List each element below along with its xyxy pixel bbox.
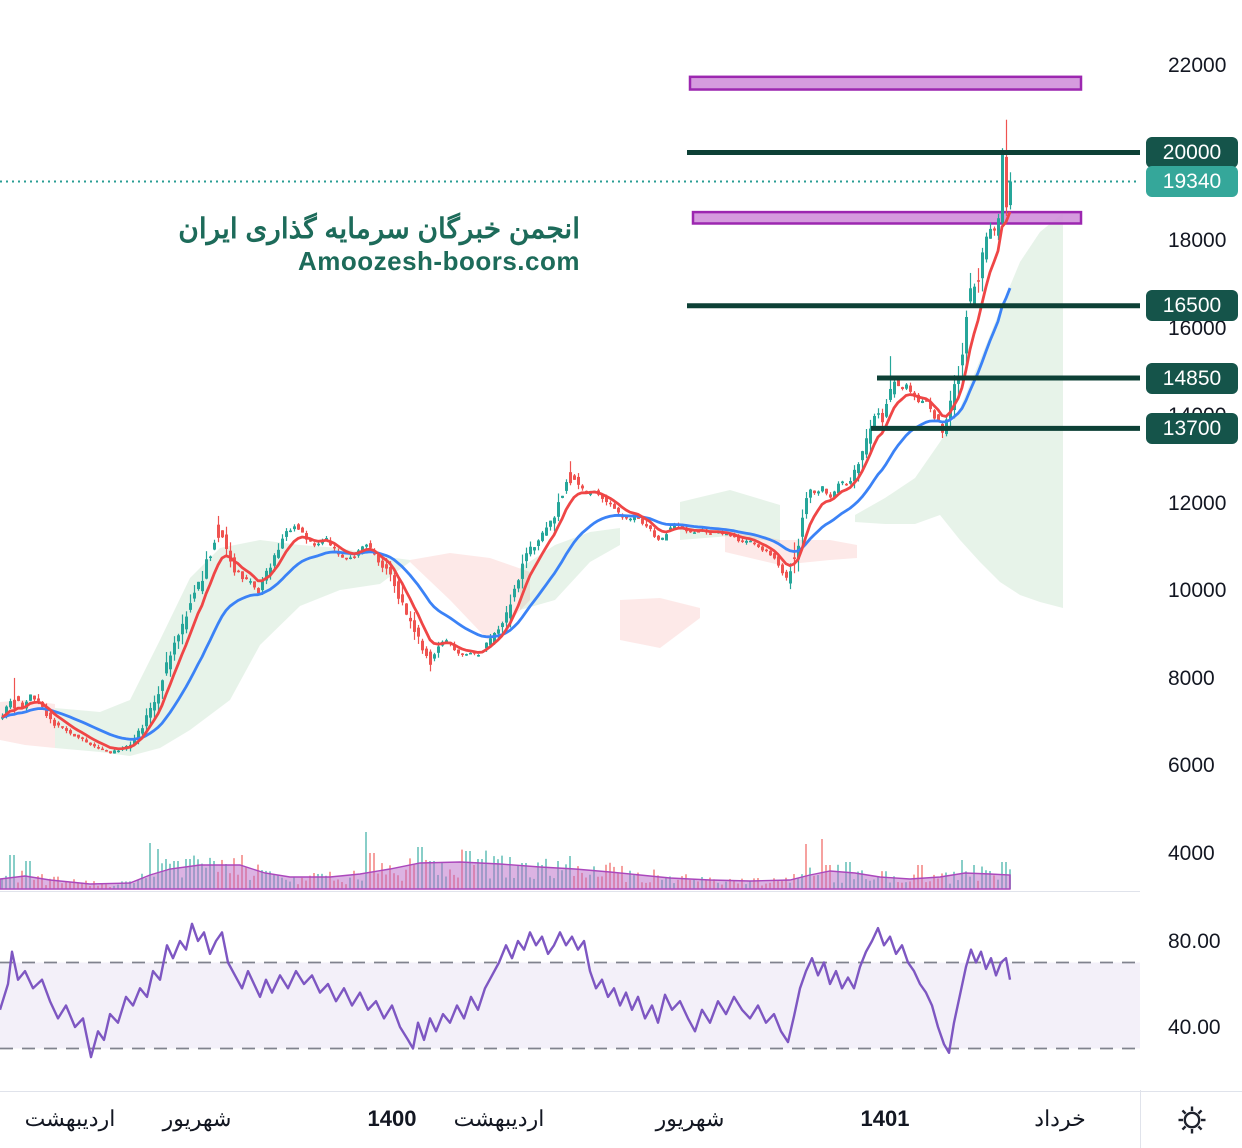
watermark-line2: Amoozesh-boors.com xyxy=(297,245,580,276)
rsi-pane xyxy=(0,922,1140,1059)
time-axis[interactable]: اردیبهشت شهریور 1400 اردیبهشت شهریور 1401 خردا… xyxy=(0,1091,1242,1148)
time-axis-label: اردیبهشت xyxy=(24,1106,116,1131)
price-level-label[interactable]: 14850 xyxy=(1146,362,1238,394)
price-tick: 12000 xyxy=(1168,491,1227,515)
price-level-label[interactable]: 16500 xyxy=(1146,290,1238,322)
support-resistance-lines[interactable] xyxy=(687,150,1146,431)
ma-slow-line xyxy=(1,287,1012,741)
price-tick: 6000 xyxy=(1168,754,1215,778)
price-level-label[interactable]: 19340 xyxy=(1146,165,1238,197)
candles xyxy=(1,119,1012,754)
rsi-axis-tick: 80.00 xyxy=(1168,930,1221,953)
supply-zone-boxes[interactable] xyxy=(688,75,1083,225)
time-axis-label: شهریور xyxy=(162,1106,232,1131)
rsi-line xyxy=(0,922,1012,1059)
axis-corner xyxy=(1140,1091,1242,1148)
sun-icon[interactable] xyxy=(1175,1103,1209,1137)
time-axis-label: خرداد xyxy=(1034,1106,1086,1131)
price-tick: 10000 xyxy=(1168,579,1227,603)
ichimoku-cloud xyxy=(0,213,1063,756)
time-axis-label: اردیبهشت xyxy=(453,1106,545,1131)
watermark: انجمن خبرگان سرمایه گذاری ایران Amoozesh… xyxy=(100,212,580,277)
price-axis[interactable]: 2200018000160001400012000100008000600040… xyxy=(1140,0,1242,1090)
price-tick: 18000 xyxy=(1168,229,1227,253)
price-tick: 4000 xyxy=(1168,842,1215,866)
time-axis-label: 1401 xyxy=(860,1106,910,1131)
price-level-label[interactable]: 20000 xyxy=(1146,137,1238,169)
volume-ma-area xyxy=(0,861,1011,890)
price-tick: 22000 xyxy=(1168,54,1227,77)
price-level-label[interactable]: 13700 xyxy=(1146,412,1238,444)
price-tick: 16000 xyxy=(1168,316,1227,340)
rsi-axis-tick: 40.00 xyxy=(1168,1016,1221,1039)
time-axis-label: شهریور xyxy=(655,1106,725,1131)
time-axis-label: 1400 xyxy=(367,1106,417,1131)
ma-fast-line xyxy=(1,211,1012,751)
price-tick: 8000 xyxy=(1168,666,1215,690)
watermark-line1: انجمن خبرگان سرمایه گذاری ایران xyxy=(178,213,580,244)
